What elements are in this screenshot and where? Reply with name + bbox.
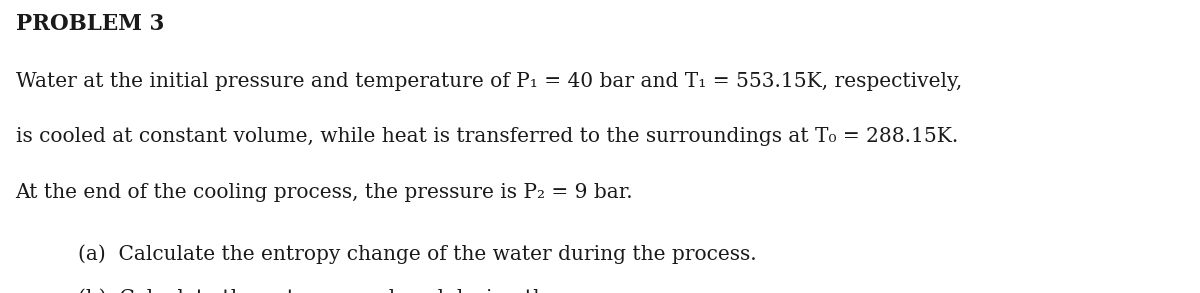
- Text: is cooled at constant volume, while heat is transferred to the surroundings at T: is cooled at constant volume, while heat…: [16, 127, 958, 146]
- Text: At the end of the cooling process, the pressure is P₂ = 9 bar.: At the end of the cooling process, the p…: [16, 183, 634, 202]
- Text: (b)  Calculate the entropy produced during the process.: (b) Calculate the entropy produced durin…: [78, 289, 649, 293]
- Text: Water at the initial pressure and temperature of P₁ = 40 bar and T₁ = 553.15K, r: Water at the initial pressure and temper…: [16, 72, 962, 91]
- Text: PROBLEM 3: PROBLEM 3: [16, 13, 164, 35]
- Text: (a)  Calculate the entropy change of the water during the process.: (a) Calculate the entropy change of the …: [78, 245, 757, 264]
